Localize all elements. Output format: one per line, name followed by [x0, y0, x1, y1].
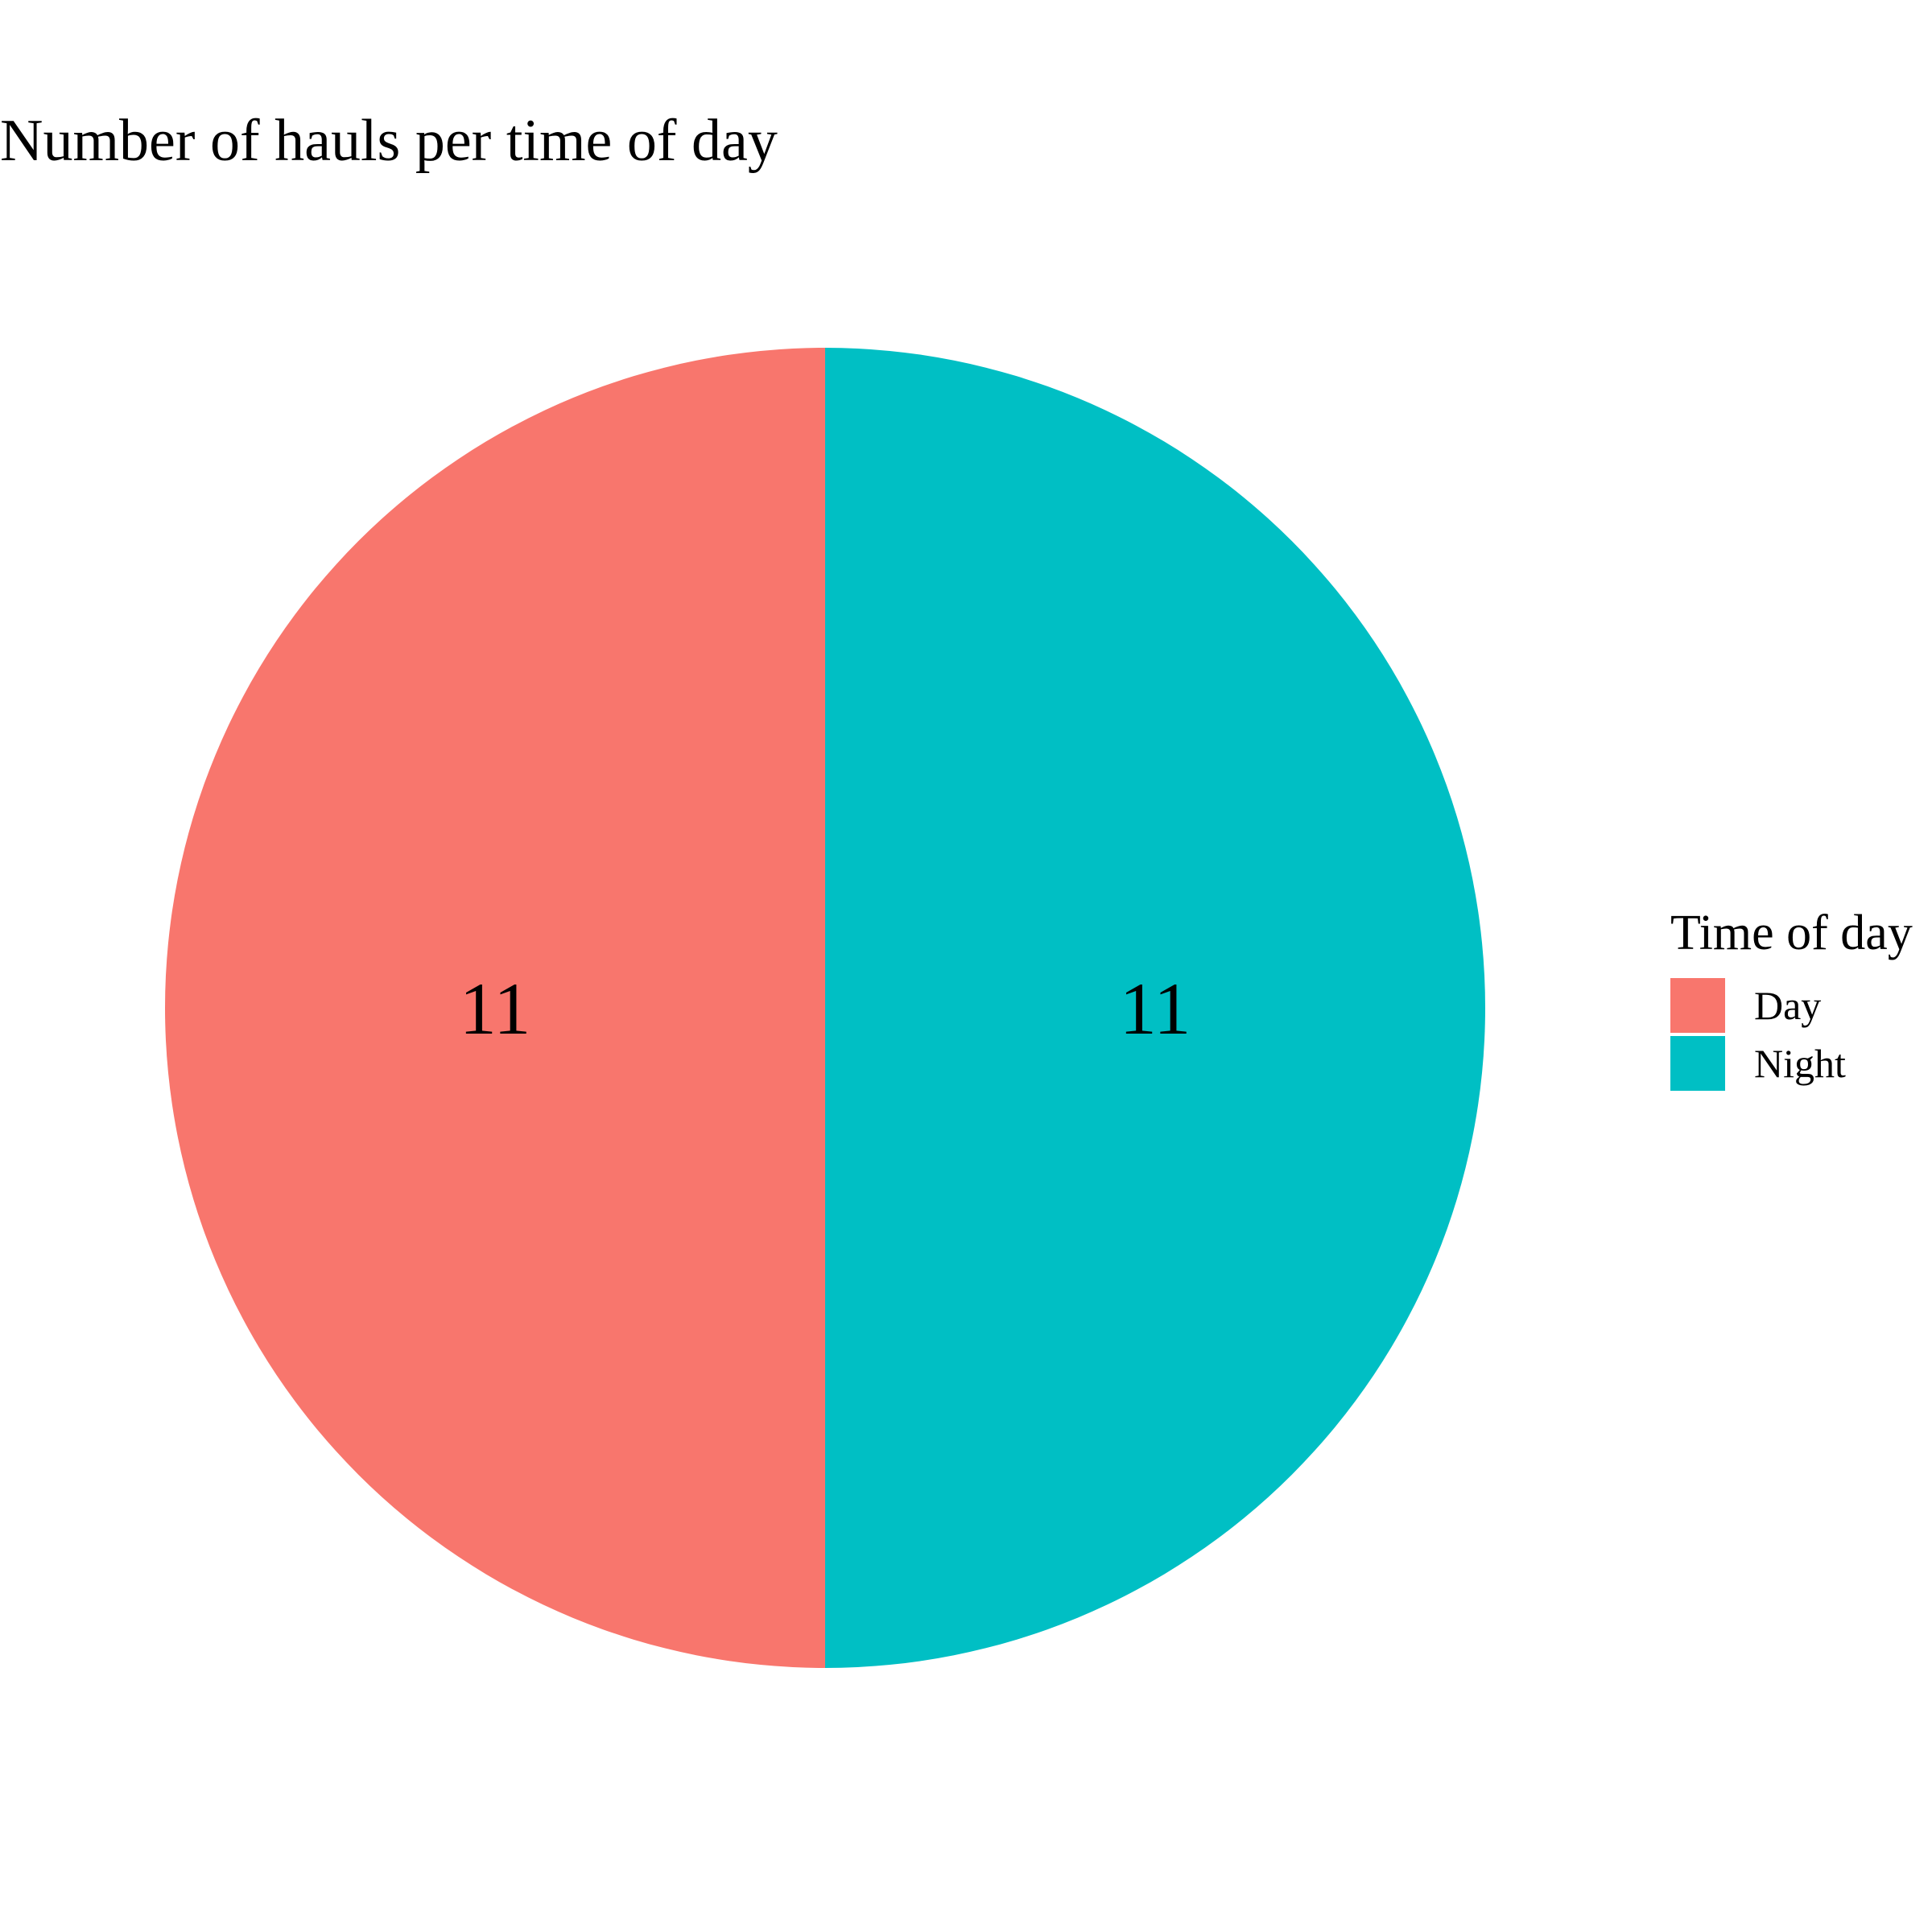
legend-title: Time of day	[1670, 906, 1913, 960]
pie-slice-night	[825, 348, 1485, 1668]
legend: Time of day Day Night	[1670, 908, 1913, 1093]
legend-swatch-night	[1670, 1036, 1725, 1091]
pie-slice-labels: 11 11	[460, 968, 1191, 1050]
pie-slices	[165, 348, 1485, 1668]
pie-slice-label-night: 11	[1120, 968, 1191, 1050]
chart-title: Number of hauls per time of day	[0, 108, 778, 174]
legend-swatch-day	[1670, 978, 1725, 1033]
pie-slice-label-day: 11	[460, 968, 531, 1050]
legend-label-day: Day	[1754, 983, 1822, 1028]
legend-item-day: Day	[1670, 977, 1913, 1034]
legend-item-night: Night	[1670, 1035, 1913, 1092]
pie-slice-day	[165, 348, 825, 1668]
legend-label-night: Night	[1754, 1041, 1846, 1086]
